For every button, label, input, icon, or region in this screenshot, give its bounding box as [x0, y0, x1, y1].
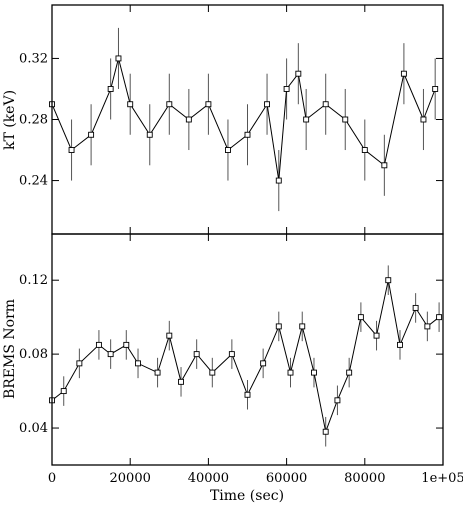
- kt-y-ticks: 0.24 0.28 0.32: [19, 51, 443, 189]
- brems-data-point: [397, 341, 403, 348]
- brems-y-tick-label: 0.04: [19, 421, 48, 436]
- brems-y-tick-label: 0.12: [19, 273, 48, 288]
- brems-y-tick-label: 0.08: [19, 347, 48, 362]
- kt-data-point: [166, 101, 173, 108]
- brems-data-point: [311, 369, 317, 376]
- brems-x-tick-label: 20000: [110, 471, 151, 486]
- brems-y-ticks: 0.04 0.08 0.12: [19, 273, 443, 436]
- brems-data-point: [299, 323, 306, 330]
- brems-x-ticks: 0 20000 40000 60000 80000 1e+05: [48, 234, 463, 486]
- kt-data-point: [342, 116, 349, 123]
- brems-data-point: [346, 369, 353, 376]
- kt-data-point: [295, 70, 302, 77]
- kt-data-point: [185, 116, 192, 123]
- kt-series: [49, 27, 439, 212]
- kt-y-tick-label: 0.28: [19, 113, 48, 128]
- brems-data-point: [287, 369, 294, 376]
- kt-y-tick-label: 0.24: [19, 174, 48, 189]
- brems-data-point: [209, 369, 216, 376]
- brems-data-point: [95, 341, 102, 348]
- brems-x-tick-label: 40000: [188, 471, 229, 486]
- brems-data-point: [424, 323, 431, 330]
- x-axis-title: Time (sec): [210, 488, 284, 504]
- panel-brems: 0.040.080.12 0 20000 40000 60000 80000 1e+05 …: [2, 233, 463, 504]
- brems-data-point: [412, 304, 419, 311]
- brems-data-point: [385, 277, 392, 284]
- brems-x-tick-label: 0: [48, 471, 56, 486]
- kt-data-point: [107, 86, 114, 92]
- kt-y-tick-label: 0.32: [19, 51, 48, 66]
- brems-data-point: [334, 397, 341, 404]
- kt-y-axis-title: kT (keV): [2, 90, 18, 150]
- kt-data-point: [420, 116, 427, 123]
- kt-series-line: [51, 58, 436, 181]
- brems-data-point: [228, 351, 235, 358]
- kt-data-point: [146, 131, 153, 138]
- brems-data-point: [135, 360, 141, 367]
- brems-data-point: [275, 323, 282, 330]
- brems-data-point: [123, 341, 130, 348]
- kt-data-point: [275, 177, 282, 184]
- kt-data-point: [244, 131, 251, 138]
- brems-x-tick-label: 1e+05: [421, 471, 463, 486]
- brems-data-point: [178, 378, 184, 385]
- brems-data-point: [60, 388, 67, 395]
- kt-data-point: [283, 86, 290, 92]
- brems-data-point: [107, 351, 114, 358]
- brems-data-point: [193, 351, 200, 358]
- kt-data-point: [361, 147, 368, 153]
- brems-y-axis-title: BREMS Norm: [2, 299, 18, 399]
- brems-data-point: [154, 369, 161, 376]
- brems-data-point: [244, 391, 251, 398]
- kt-data-point: [432, 86, 439, 92]
- kt-x-ticks: [51, 5, 444, 234]
- kt-data-point: [303, 116, 310, 123]
- kt-data-point: [400, 70, 407, 77]
- kt-data-point: [381, 162, 388, 169]
- brems-data-point: [76, 360, 83, 367]
- kt-data-point: [264, 101, 270, 108]
- kt-data-point: [205, 101, 212, 108]
- kt-data-point: [88, 131, 95, 138]
- brems-data-point: [322, 428, 329, 435]
- brems-data-point: [357, 314, 364, 321]
- brems-data-point: [166, 332, 173, 339]
- kt-data-point: [224, 147, 231, 153]
- brems-data-point: [260, 360, 267, 367]
- kt-data-point: [322, 101, 329, 108]
- kt-data-point: [68, 147, 75, 153]
- brems-data-point: [373, 332, 380, 339]
- kt-data-point: [127, 101, 134, 108]
- kt-data-point: [115, 55, 122, 62]
- brems-x-tick-label: 60000: [266, 471, 307, 486]
- brems-series: [49, 265, 443, 447]
- brems-data-point: [436, 314, 443, 321]
- brems-x-tick-label: 80000: [344, 471, 385, 486]
- panel-kt: 0.24 0.28 0.32 kT (keV): [2, 4, 444, 235]
- brems-plot-frame: [51, 233, 444, 466]
